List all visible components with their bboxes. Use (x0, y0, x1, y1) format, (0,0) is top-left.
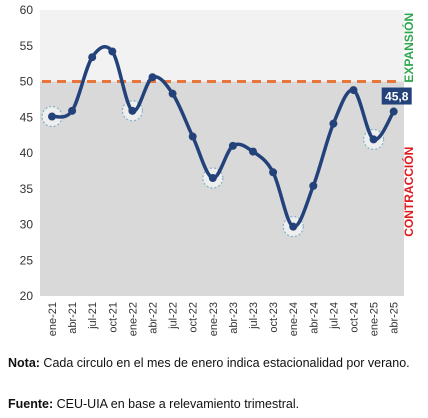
data-point (128, 106, 137, 115)
x-tick-label: jul-21 (87, 302, 99, 330)
x-tick-label: ene-24 (288, 302, 300, 336)
data-point (68, 106, 77, 115)
y-tick-label: 55 (20, 39, 34, 53)
x-tick-label: jul-24 (328, 302, 340, 330)
data-point (208, 174, 217, 183)
y-tick-label: 40 (20, 146, 34, 160)
chart-source: Fuente: CEU-UIA en base a relevamiento t… (8, 396, 418, 412)
x-tick-label: ene-23 (208, 302, 220, 336)
chart-note: Nota: Cada circulo en el mes de enero in… (8, 355, 418, 371)
data-point (148, 73, 157, 82)
note-label: Nota: (8, 356, 40, 370)
source-text: CEU-UIA en base a relevamiento trimestra… (53, 397, 300, 411)
last-value-box (381, 87, 412, 105)
data-point (188, 132, 197, 141)
last-value-label: 45,8 (385, 90, 409, 104)
y-tick-label: 20 (20, 289, 34, 303)
source-label: Fuente: (8, 397, 54, 411)
data-point (369, 135, 378, 144)
y-tick-label: 60 (20, 3, 34, 17)
data-point (228, 141, 237, 150)
data-point (329, 119, 338, 128)
data-point (349, 86, 358, 95)
x-tick-label: oct-23 (268, 302, 280, 333)
data-point (48, 112, 56, 121)
y-tick-label: 25 (20, 253, 34, 267)
data-point (289, 222, 298, 231)
x-tick-label: abr-25 (389, 302, 401, 334)
x-tick-label: oct-21 (107, 302, 119, 333)
x-tick-label: ene-25 (369, 302, 381, 336)
x-tick-label: abr-22 (148, 302, 160, 334)
x-tick-label: jul-22 (168, 302, 180, 330)
note-text: Cada circulo en el mes de enero indica e… (39, 356, 410, 370)
x-tick-label: ene-21 (47, 302, 59, 336)
data-point (108, 47, 117, 56)
x-tick-label: abr-21 (67, 302, 79, 334)
data-point (88, 53, 97, 62)
x-tick-label: abr-24 (308, 302, 320, 334)
contraction-region (40, 81, 404, 296)
x-tick-label: abr-23 (228, 302, 240, 334)
x-tick-label: oct-22 (188, 302, 200, 333)
y-tick-label: 35 (20, 182, 34, 196)
data-point (309, 181, 318, 190)
data-point (269, 168, 278, 177)
line-chart: 20 25 30 35 40 45 50 55 60 ene-21 abr-21 jul-21 oct-… (20, 3, 416, 336)
y-tick-label: 30 (20, 218, 34, 232)
x-tick-label: jul-23 (248, 302, 260, 330)
expansion-region (40, 10, 404, 82)
y-tick-label: 45 (20, 110, 34, 124)
x-tick-label: ene-22 (127, 302, 139, 336)
y-tick-label: 50 (20, 75, 34, 89)
expansion-label: EXPANSIÓN (401, 13, 416, 83)
x-tick-label: oct-24 (349, 302, 361, 333)
data-point (168, 89, 177, 98)
data-point (249, 147, 257, 156)
data-point (389, 107, 398, 116)
contraction-label: CONTRACCIÓN (401, 147, 416, 237)
